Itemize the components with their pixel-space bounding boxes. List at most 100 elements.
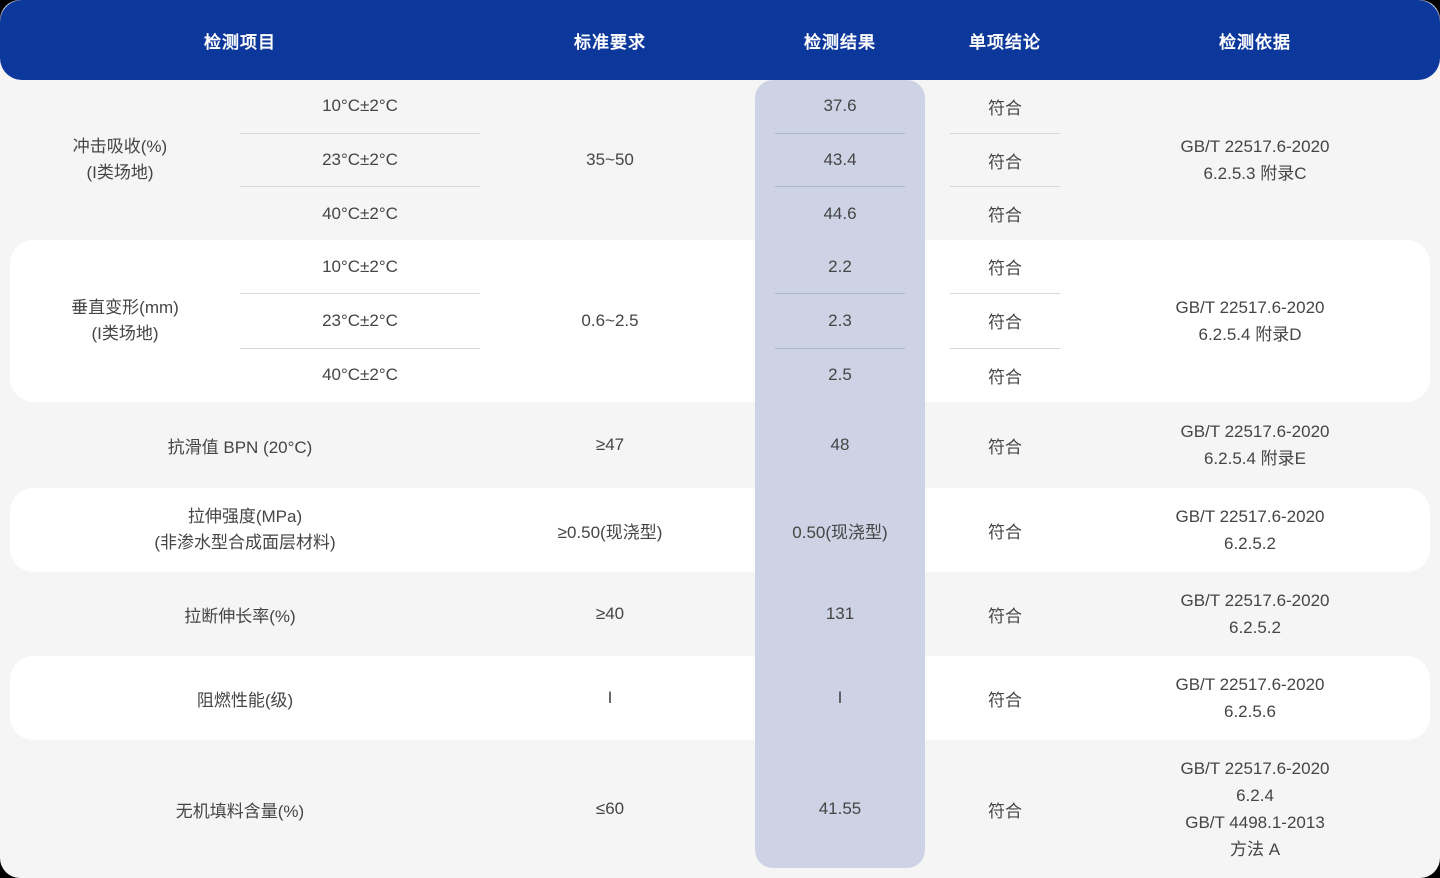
result-cell: 2.2 2.3 2.5 — [740, 240, 940, 402]
result-cell: 41.55 — [818, 799, 862, 818]
row-slip-resistance: 抗滑值 BPN (20°C) ≥47 48 符合 GB/T 22517.6-20… — [0, 402, 1440, 488]
basis-line: 6.2.4 — [1236, 786, 1274, 805]
standard-cell: 0.6~2.5 — [581, 311, 639, 330]
item-cell: 抗滑值 BPN (20°C) — [167, 437, 313, 457]
basis-cell: GB/T 22517.6-2020 6.2.5.4 附录D — [1070, 240, 1430, 402]
conclusion-cell: 符合 — [988, 801, 1022, 821]
condition-cell: 10°C±2°C 23°C±2°C 40°C±2°C — [240, 240, 480, 402]
row-divider — [950, 132, 1060, 134]
conclusion-cell: 符合 — [988, 606, 1022, 626]
basis-line: GB/T 22517.6-2020 — [1180, 422, 1330, 441]
conclusion-value: 符合 — [988, 206, 1022, 226]
row-divider — [950, 186, 1060, 188]
basis-line: 6.2.5.4 附录E — [1203, 449, 1307, 468]
row-divider — [240, 186, 480, 188]
row-tensile-strength: 拉伸强度(MPa) (非渗水型合成面层材料) ≥0.50(现浇型) 0.50(现… — [10, 488, 1430, 572]
result-value: 2.5 — [828, 365, 852, 385]
basis-line: 方法 A — [1229, 840, 1281, 859]
basis-line: GB/T 22517.6-2020 — [1180, 759, 1330, 778]
result-cell: 48 — [830, 435, 850, 454]
conclusion-cell: 符合 符合 符合 — [940, 80, 1070, 240]
item-note: (I类场地) — [86, 163, 154, 182]
item-name: 冲击吸收(%) — [72, 137, 168, 156]
table-header: 检测项目 标准要求 检测结果 单项结论 检测依据 — [0, 0, 1440, 80]
row-divider — [240, 347, 480, 349]
result-column-highlight — [755, 80, 925, 868]
header-cell-conclusion: 单项结论 — [969, 32, 1041, 52]
result-value: 44.6 — [823, 203, 857, 223]
conclusion-value: 符合 — [988, 152, 1022, 172]
basis-cell: GB/T 22517.6-2020 6.2.5.3 附录C — [1070, 80, 1440, 240]
condition-value: 10°C±2°C — [322, 96, 398, 116]
result-value: 37.6 — [823, 96, 857, 116]
basis-line: 6.2.5.2 — [1224, 534, 1276, 553]
item-cell: 冲击吸收(%) (I类场地) — [0, 80, 240, 240]
conclusion-value: 符合 — [988, 98, 1022, 118]
basis-line: GB/T 22517.6-2020 — [1180, 137, 1330, 156]
basis-cell: GB/T 22517.6-2020 6.2.5.2 — [1070, 488, 1430, 572]
conclusion-cell: 符合 — [988, 437, 1022, 457]
item-name: 垂直变形(mm) — [71, 298, 179, 317]
basis-line: 6.2.5.6 — [1224, 702, 1276, 721]
standard-cell: ≥40 — [595, 604, 625, 623]
result-cell: 131 — [825, 604, 855, 623]
item-note: (I类场地) — [91, 324, 159, 343]
header-cell-standard: 标准要求 — [574, 32, 646, 52]
item-cell: 无机填料含量(%) — [175, 801, 305, 821]
item-name: 拉伸强度(MPa) — [187, 507, 303, 526]
basis-line: 6.2.5.2 — [1229, 618, 1281, 637]
item-cell: 垂直变形(mm) (I类场地) — [10, 240, 240, 402]
basis-line: GB/T 4498.1-2013 — [1185, 813, 1325, 832]
basis-cell: GB/T 22517.6-2020 6.2.5.4 附录E — [1070, 402, 1440, 488]
row-divider — [775, 347, 905, 349]
basis-line: 6.2.5.4 附录D — [1198, 325, 1302, 344]
basis-cell: GB/T 22517.6-2020 6.2.5.2 — [1070, 572, 1440, 656]
standard-cell: ≥47 — [595, 435, 625, 454]
conclusion-cell: 符合 — [988, 522, 1022, 542]
row-inorganic-filler-content: 无机填料含量(%) ≤60 41.55 符合 GB/T 22517.6-2020… — [0, 740, 1440, 878]
header-cell-result: 检测结果 — [804, 32, 876, 52]
basis-line: 6.2.5.3 附录C — [1203, 164, 1307, 183]
row-divider — [240, 293, 480, 295]
row-group-impact-absorption: 冲击吸收(%) (I类场地) 10°C±2°C 23°C±2°C 40°C±2°… — [0, 80, 1440, 240]
condition-value: 40°C±2°C — [322, 365, 398, 385]
condition-cell: 10°C±2°C 23°C±2°C 40°C±2°C — [240, 80, 480, 240]
row-flame-retardance: 阻燃性能(级) I I 符合 GB/T 22517.6-2020 6.2.5.6 — [10, 656, 1430, 740]
row-divider — [950, 293, 1060, 295]
conclusion-value: 符合 — [988, 367, 1022, 387]
header-cell-test-item: 检测项目 — [204, 32, 276, 52]
result-value: 2.2 — [828, 256, 852, 276]
row-divider — [775, 293, 905, 295]
standard-cell: 35~50 — [586, 150, 634, 169]
basis-cell: GB/T 22517.6-2020 6.2.4 GB/T 4498.1-2013… — [1070, 740, 1440, 878]
basis-line: GB/T 22517.6-2020 — [1175, 507, 1325, 526]
row-divider — [775, 132, 905, 134]
result-value: 2.3 — [828, 310, 852, 330]
standard-cell: ≤60 — [595, 799, 625, 818]
standard-cell: I — [607, 688, 613, 707]
condition-value: 10°C±2°C — [322, 256, 398, 276]
header-cell-basis: 检测依据 — [1219, 32, 1291, 52]
row-divider — [950, 347, 1060, 349]
condition-value: 23°C±2°C — [322, 150, 398, 169]
condition-value: 40°C±2°C — [322, 203, 398, 223]
basis-line: GB/T 22517.6-2020 — [1175, 675, 1325, 694]
row-divider — [775, 186, 905, 188]
basis-line: GB/T 22517.6-2020 — [1180, 591, 1330, 610]
standard-cell: ≥0.50(现浇型) — [557, 522, 663, 542]
row-group-vertical-deformation: 垂直变形(mm) (I类场地) 10°C±2°C 23°C±2°C 40°C±2… — [10, 240, 1430, 402]
result-value: 43.4 — [823, 150, 857, 169]
basis-line: GB/T 22517.6-2020 — [1175, 298, 1325, 317]
basis-cell: GB/T 22517.6-2020 6.2.5.6 — [1070, 656, 1430, 740]
result-cell: 0.50(现浇型) — [792, 522, 888, 542]
result-cell: I — [837, 688, 843, 707]
item-note: (非渗水型合成面层材料) — [154, 533, 336, 552]
item-cell: 拉断伸长率(%) — [184, 606, 296, 626]
row-elongation-at-break: 拉断伸长率(%) ≥40 131 符合 GB/T 22517.6-2020 6.… — [0, 572, 1440, 656]
result-cell: 37.6 43.4 44.6 — [740, 80, 940, 240]
item-cell: 拉伸强度(MPa) (非渗水型合成面层材料) — [10, 488, 480, 572]
conclusion-value: 符合 — [988, 313, 1022, 333]
conclusion-cell: 符合 — [988, 690, 1022, 710]
row-divider — [240, 132, 480, 134]
